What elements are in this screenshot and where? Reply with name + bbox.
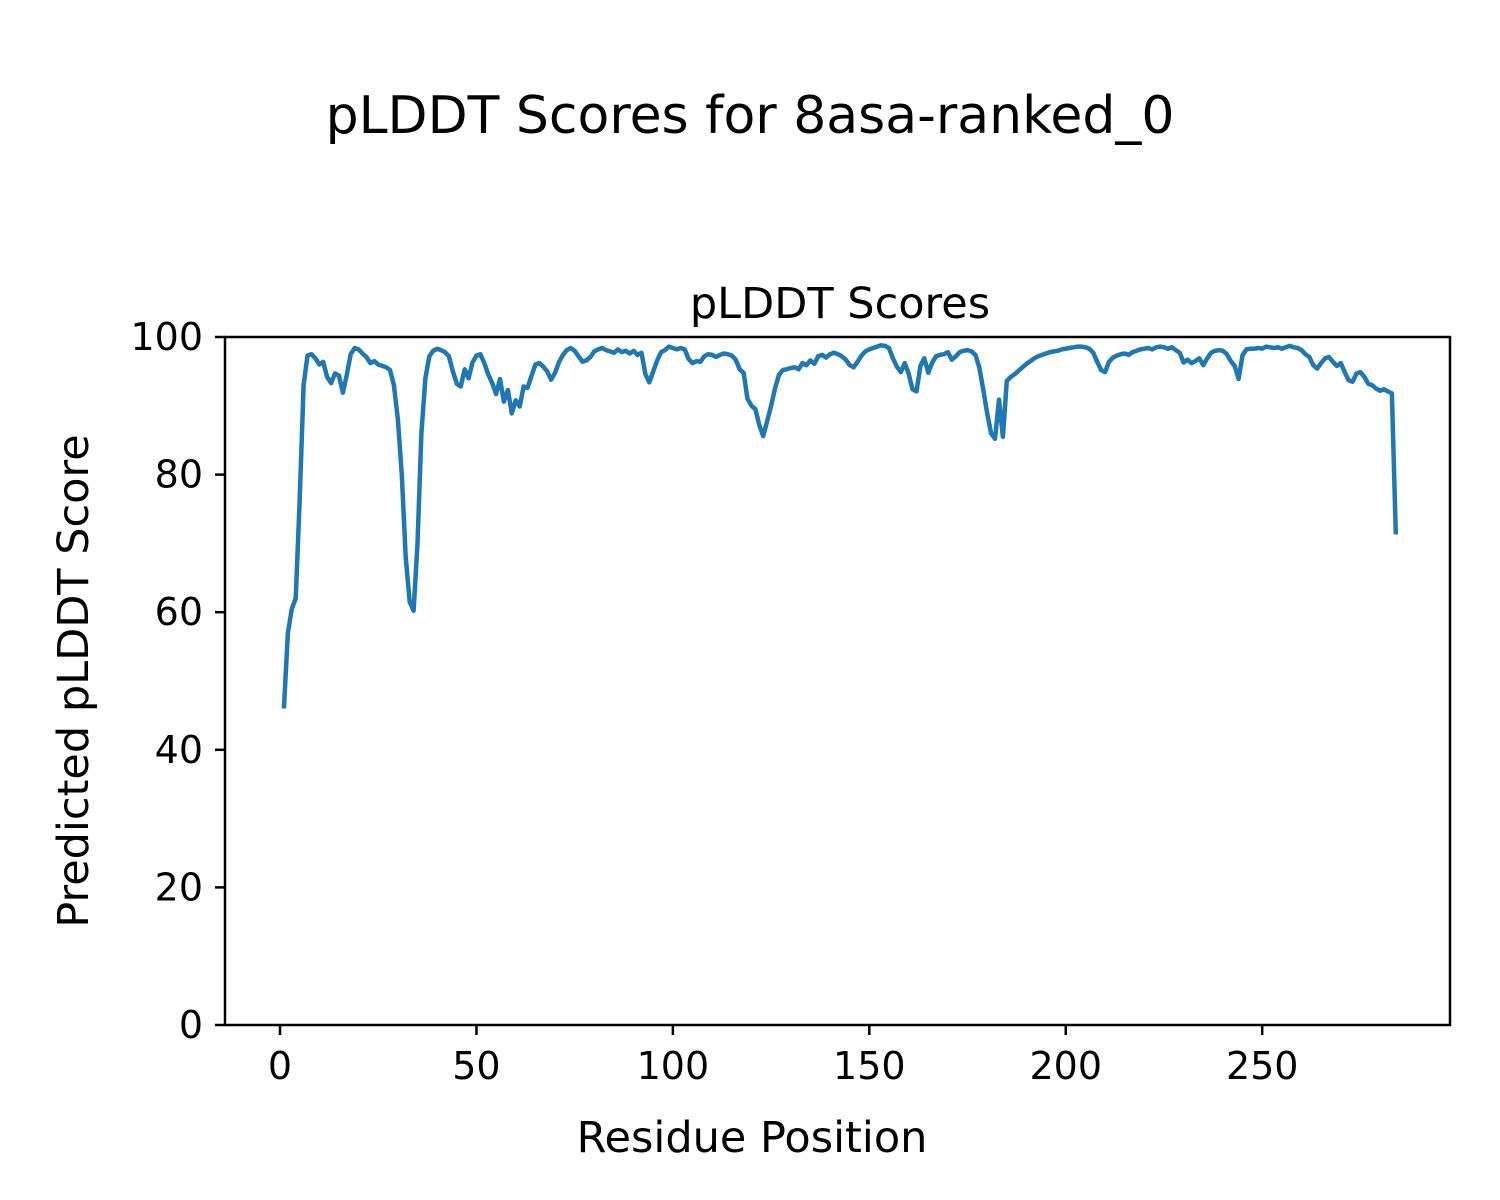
plddt-line-series bbox=[281, 343, 1399, 709]
y-tick-label: 60 bbox=[155, 590, 203, 634]
y-axis-label: Predicted pLDDT Score bbox=[49, 434, 99, 927]
x-axis-label: Residue Position bbox=[577, 1113, 928, 1163]
x-tick-label: 200 bbox=[1029, 1044, 1102, 1088]
y-tick-label: 0 bbox=[179, 1003, 203, 1047]
x-tick-label: 50 bbox=[452, 1044, 500, 1088]
y-axis-ticks: 0 20 40 60 80 100 bbox=[130, 315, 225, 1047]
y-tick-label: 40 bbox=[155, 728, 203, 772]
y-tick-label: 20 bbox=[155, 865, 203, 909]
x-tick-label: 100 bbox=[637, 1044, 710, 1088]
y-tick-label: 100 bbox=[130, 315, 203, 359]
x-tick-label: 150 bbox=[833, 1044, 906, 1088]
plot-border bbox=[223, 335, 1452, 1027]
x-axis-ticks: 0 50 100 150 200 250 bbox=[268, 1025, 1299, 1088]
x-tick-label: 0 bbox=[268, 1044, 292, 1088]
x-tick-label: 250 bbox=[1226, 1044, 1299, 1088]
axes-title: pLDDT Scores bbox=[690, 279, 990, 329]
y-tick-label: 80 bbox=[155, 453, 203, 497]
figure-title: pLDDT Scores for 8asa-ranked_0 bbox=[326, 86, 1175, 146]
